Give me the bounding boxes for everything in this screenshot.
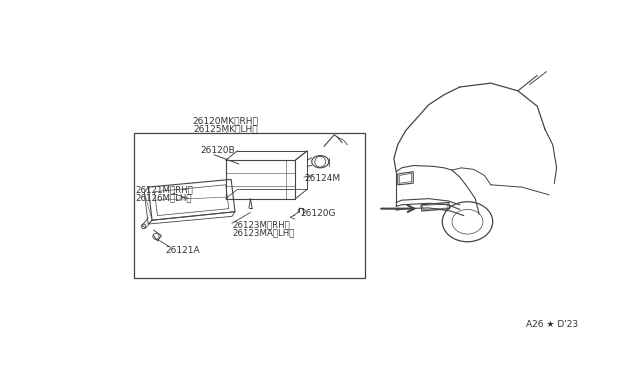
- Text: <: <: [289, 212, 296, 221]
- Text: A26 ★ D'23: A26 ★ D'23: [525, 320, 578, 328]
- Bar: [134, 133, 365, 278]
- Text: 26124M: 26124M: [305, 174, 341, 183]
- Text: 26121A: 26121A: [165, 246, 200, 256]
- Text: 26121M＜RH＞: 26121M＜RH＞: [135, 186, 193, 195]
- Text: 26126M＜LH＞: 26126M＜LH＞: [135, 193, 191, 202]
- Text: 26120B: 26120B: [200, 146, 235, 155]
- Text: 26125MK＜LH＞: 26125MK＜LH＞: [193, 125, 258, 134]
- Text: 26123M＜RH＞: 26123M＜RH＞: [232, 220, 290, 229]
- Text: 26123MA＜LH＞: 26123MA＜LH＞: [232, 228, 294, 237]
- Text: 26120G: 26120G: [300, 209, 335, 218]
- Text: 26120MK＜RH＞: 26120MK＜RH＞: [193, 116, 259, 125]
